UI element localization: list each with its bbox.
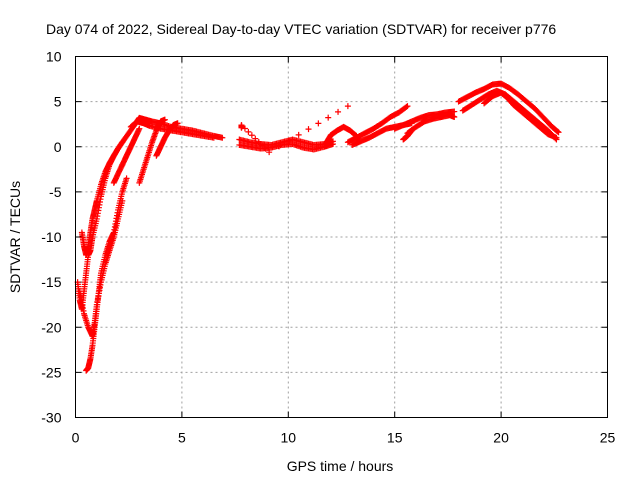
data-point — [248, 132, 255, 139]
chart-title: Day 074 of 2022, Sidereal Day-to-day VTE… — [46, 21, 556, 37]
data-point — [329, 141, 336, 148]
data-point — [451, 113, 458, 120]
segment-afternoon-climb-1 — [344, 103, 411, 146]
x-tick-label: 20 — [493, 430, 509, 446]
data-point — [335, 108, 342, 115]
y-tick-label: -5 — [49, 184, 62, 200]
data-point — [275, 143, 282, 150]
data-point — [295, 131, 302, 138]
data-point — [554, 128, 561, 135]
data-point — [403, 103, 410, 110]
y-tick-label: 5 — [54, 94, 62, 110]
plot-frame — [75, 56, 608, 418]
data-point — [115, 145, 122, 152]
y-tick-label: 10 — [46, 49, 62, 65]
data-point — [119, 161, 126, 168]
data-point — [252, 135, 259, 142]
data-point — [315, 120, 322, 127]
data-point — [555, 129, 562, 136]
data-point — [255, 139, 262, 146]
x-tick-label: 0 — [72, 430, 80, 446]
x-tick-label: 15 — [387, 430, 403, 446]
data-point — [404, 103, 411, 110]
data-point — [262, 145, 269, 152]
y-tick-label: 0 — [54, 139, 62, 155]
x-tick-label: 25 — [600, 430, 616, 446]
segment-evening-peak-3 — [481, 89, 560, 141]
data-point — [285, 137, 292, 144]
segment-afternoon-hump — [323, 123, 360, 146]
data-point — [210, 134, 217, 141]
data-point — [219, 134, 226, 141]
data-point — [553, 134, 560, 141]
segment-mid-climb-b — [153, 120, 181, 159]
data-point — [241, 125, 248, 132]
data-point — [451, 108, 458, 115]
y-tick-label: -30 — [41, 410, 61, 426]
segment-midday-outlier — [238, 103, 351, 156]
data-point — [245, 128, 252, 135]
grid-lines — [75, 56, 608, 418]
data-point — [259, 142, 266, 149]
y-tick-label: -15 — [41, 274, 61, 290]
data-point — [238, 122, 245, 129]
data-point — [266, 149, 273, 156]
x-tick-label: 10 — [281, 430, 297, 446]
data-point — [344, 103, 351, 110]
data-point — [305, 126, 312, 133]
x-tick-labels: 0 5 10 15 20 25 — [72, 430, 616, 446]
y-tick-label: -25 — [41, 364, 61, 380]
data-point — [325, 114, 332, 121]
y-tick-labels: 10 5 0 -5 -10 -15 -20 -25 -30 — [41, 49, 61, 426]
x-axis-label: GPS time / hours — [287, 458, 394, 474]
segment-late-band-3 — [400, 127, 415, 143]
segment-mid-climb-a — [136, 116, 168, 186]
y-tick-label: -10 — [41, 229, 61, 245]
x-tick-label: 5 — [178, 430, 186, 446]
data-series — [74, 80, 562, 374]
data-point — [123, 175, 130, 182]
data-point — [161, 116, 168, 123]
data-point — [174, 120, 181, 127]
segment-deep-dip — [83, 175, 130, 374]
segment-mid-climb-d — [110, 161, 126, 186]
segment-early-steep-2 — [78, 145, 122, 259]
y-tick-label: -20 — [41, 319, 61, 335]
segment-evening-peak-1 — [455, 80, 562, 136]
data-point — [136, 125, 143, 132]
y-axis-label: SDTVAR / TECUs — [7, 181, 23, 293]
data-point — [408, 127, 415, 134]
